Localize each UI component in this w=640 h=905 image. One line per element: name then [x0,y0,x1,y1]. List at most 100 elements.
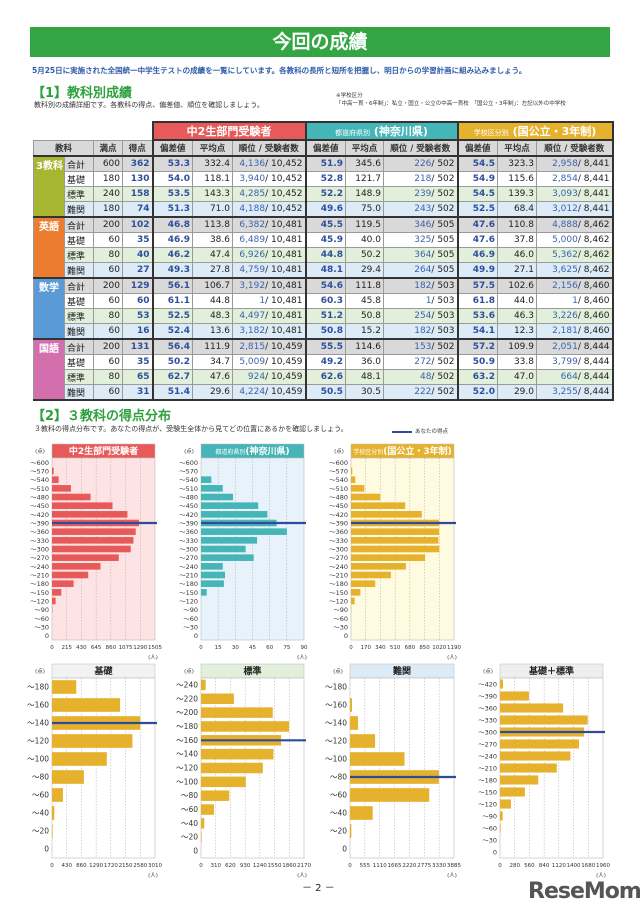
group-header-1: 都道府県別 (神奈川県) [304,121,459,141]
deviation-value: 62.7 [151,369,193,385]
y-tick-label: ～60 [330,791,347,800]
average-score: 143.3 [192,186,233,202]
y-tick-label: ～160 [325,701,347,710]
full-marks: 180 [93,201,123,218]
total-examinees: / 8,462 [577,220,610,230]
average-score: 46.3 [497,308,537,324]
school-category-note: ※学校区分 「中高一貫・6年制」：私立・国立・公立の中高一貫校 「国公立・3年制… [336,92,566,108]
rank-cell: 254/ 503 [383,308,458,324]
rank-cell: 325/ 505 [383,232,458,248]
rank-cell: 2,181/ 8,460 [535,323,614,340]
full-marks: 200 [93,338,123,355]
average-score: 68.4 [497,201,537,218]
y-tick-label: ～180 [30,580,49,588]
deviation-value: 54.5 [456,186,498,202]
full-marks: 60 [93,384,123,401]
y-tick-label: ～80 [32,773,49,782]
column-header: 平均点 [497,139,537,157]
bar [201,762,263,774]
bar [52,537,134,544]
bar [52,545,131,553]
x-tick-label: 170 [360,645,371,651]
bar [351,580,376,587]
rank-cell: 182/ 503 [383,277,458,294]
y-tick-label: ～480 [30,494,49,502]
x-tick-label: 1860 [282,863,296,869]
y-tick-label: ～390 [179,520,198,528]
rank: 4,188 [239,204,266,214]
note-body: 「中高一貫・6年制」：私立・国立・公立の中高一貫校 「国公立・3年制」：左記以外… [336,101,566,107]
y-tick-label: ～90 [482,813,497,821]
x-tick-label: 3330 [432,863,446,869]
deviation-value: 51.4 [151,384,193,401]
y-tick-label: ～90 [34,606,49,614]
y-tick-label: ～570 [329,468,348,476]
score: 40 [122,247,153,263]
rank-cell: 243/ 502 [383,201,458,218]
table-row: 難関 60 27 49.3 27.8 4,759/ 10,481 48.1 29.4 264/ … [34,262,614,279]
deviation-value: 62.6 [304,369,346,385]
average-score: 109.9 [497,338,537,355]
y-tick-label: ～360 [329,528,348,536]
bar [350,716,359,730]
average-score: 13.6 [192,323,233,340]
score: 60 [122,293,153,309]
rank-cell: 3,012/ 8,441 [535,201,614,218]
y-tick-label: ～420 [30,511,49,519]
bar [351,467,353,475]
total-examinees: / 502 [431,204,455,214]
deviation-value: 48.1 [304,262,346,279]
average-score: 47.6 [192,369,233,385]
x-tick-label: 215 [61,645,72,651]
bar [52,502,113,509]
subject-label: 数学 [33,277,65,340]
y-unit-label: (点) [35,668,45,675]
bar [201,679,206,691]
y-tick-label: ～20 [330,827,347,836]
section1-heading: 【1】教科別成績 [32,86,133,101]
chart-title: 学校区分別(国公立・3年制) [353,445,452,457]
distribution-chart-1: 都道府県別(神奈川県)(点)0 15 30 45 60 75 90(人)～600～570～5… [179,443,308,661]
bar [350,806,373,820]
table-row: 数学 合計 200 129 56.1 106.7 3,192/ 10,481 54.6 111.… [33,277,614,340]
total-examinees: / 8,441 [577,204,610,214]
y-tick-label: ～60 [34,615,49,623]
y-unit-label: (点) [483,668,493,675]
bar [52,589,62,596]
bar [350,824,352,838]
section1-subtitle: 教科別の成績詳細です。各教科の得点、偏差値、順位を確認しましょう。 [34,101,264,109]
chart-title-main: 基礎 [93,665,113,677]
y-tick-label: ～60 [181,805,198,814]
total-examinees: / 8,460 [577,326,610,336]
y-tick-label: ～420 [329,511,348,519]
rank: 3,093 [552,189,578,199]
score: 129 [122,277,153,294]
y-tick-label: ～420 [478,681,497,689]
rank-cell: 4,497/ 10,481 [232,308,306,324]
deviation-value: 52.5 [151,308,193,324]
total-examinees: / 10,459 [265,372,303,382]
y-tick-label: ～180 [325,683,347,692]
y-tick-label: ～100 [27,755,49,764]
total-examinees: / 505 [431,265,455,275]
y-tick-label: ～30 [333,624,348,632]
x-unit-label: (人) [148,872,158,879]
x-tick-label: 1550 [268,863,282,869]
chart-title: 標準 [243,665,261,677]
bar [201,563,223,570]
bar [351,485,365,492]
average-score: 46.0 [497,247,537,263]
total-examinees: / 502 [431,189,455,199]
total-examinees: / 10,481 [265,281,303,291]
average-score: 27.8 [192,262,233,279]
y-tick-label: ～150 [179,589,198,597]
y-tick-label: ～180 [27,683,49,692]
bar [201,511,268,518]
average-score: 47.4 [192,247,233,263]
total-examinees: / 10,452 [265,189,303,199]
bar [52,554,119,561]
y-tick-label: ～160 [176,736,198,745]
full-marks: 60 [93,323,123,340]
x-tick-label: 0 [50,645,54,651]
bar [52,571,89,579]
